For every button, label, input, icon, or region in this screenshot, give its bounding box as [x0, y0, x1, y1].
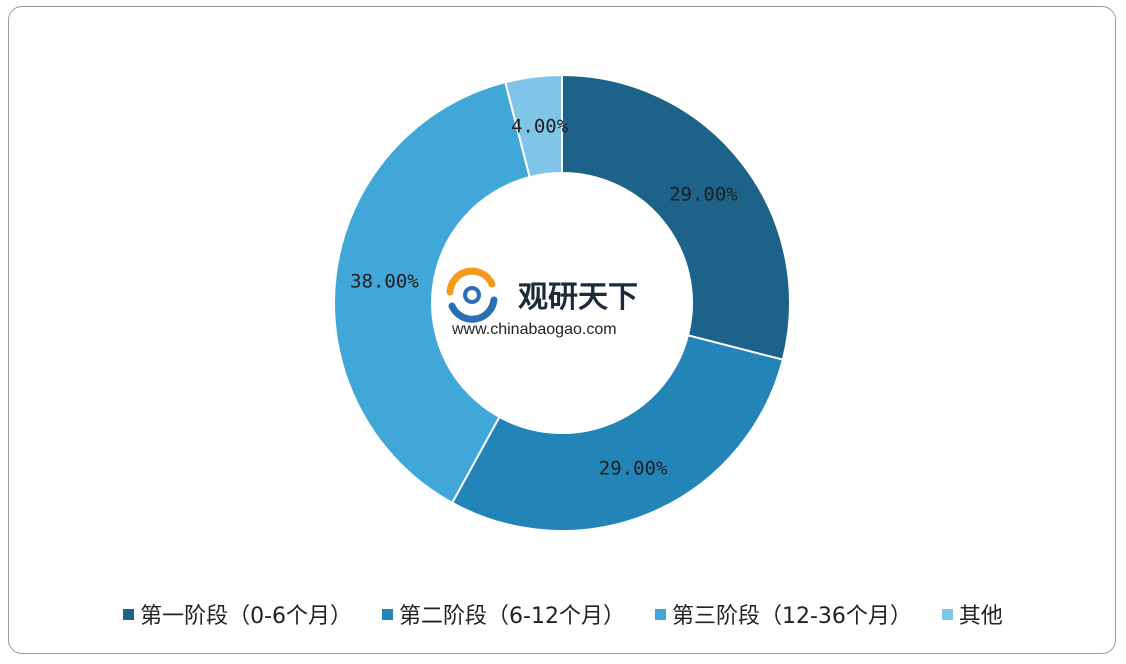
legend-item-1: 第一阶段（0-6个月）	[123, 598, 352, 630]
slice-4	[504, 73, 563, 179]
data-label-1: 29.00%	[669, 183, 738, 205]
watermark-name: 观研天下	[518, 280, 638, 315]
watermark-logo: 观研天下 www.chinabaogao.com	[446, 267, 638, 338]
legend-label: 第二阶段（6-12个月）	[399, 604, 625, 629]
legend-swatch	[941, 608, 953, 620]
slice-2	[450, 334, 785, 532]
legend-item-3: 第三阶段（12-36个月）	[654, 598, 912, 630]
legend-label: 第三阶段（12-36个月）	[671, 604, 912, 629]
labels-group: 29.00% 29.00% 38.00% 4.00%	[350, 115, 738, 479]
legend-swatch	[123, 608, 135, 620]
legend-swatch	[382, 608, 394, 620]
slices-group	[333, 73, 791, 532]
legend-label: 第一阶段（0-6个月）	[140, 604, 353, 629]
data-label-3: 38.00%	[350, 271, 419, 293]
slice-1	[561, 73, 791, 361]
logo-mark-icon	[446, 267, 498, 323]
legend-swatch	[654, 608, 666, 620]
data-label-2: 29.00%	[599, 457, 668, 479]
slice-3	[333, 80, 531, 505]
legend: 第一阶段（0-6个月） 第二阶段（6-12个月） 第三阶段（12-36个月） 其他	[0, 597, 1126, 631]
legend-label: 其他	[958, 604, 1003, 629]
data-label-4: 4.00%	[511, 115, 569, 137]
watermark-url: www.chinabaogao.com	[451, 321, 617, 338]
legend-item-4: 其他	[941, 598, 1003, 630]
legend-item-2: 第二阶段（6-12个月）	[382, 598, 625, 630]
